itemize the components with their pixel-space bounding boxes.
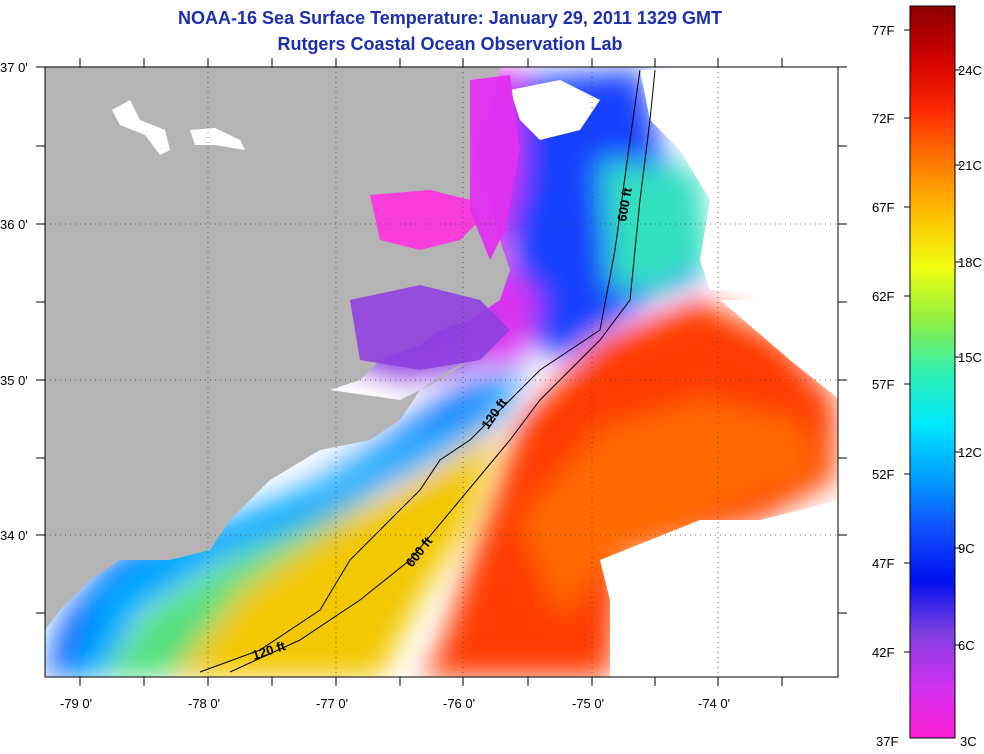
lon-label-74: -74 0': [698, 696, 730, 711]
map-frame: [44, 66, 839, 678]
cloud-mask: [510, 70, 838, 677]
blue-water-region: [45, 360, 530, 677]
contour-120ft: [199, 69, 641, 673]
lon-label-75: -75 0': [572, 696, 604, 711]
colorbar-f-label-72: 72F: [872, 111, 894, 126]
colorbar-c-label-21: 21C: [958, 158, 982, 173]
sound-albemarle: [370, 190, 480, 250]
colorbar-f-label-62: 62F: [872, 289, 894, 304]
orange-water-region: [520, 400, 820, 620]
colorbar-f-label-57: 57F: [872, 377, 894, 392]
lat-label-36: 36 0': [0, 217, 28, 232]
lat-label-34: 34 0': [0, 528, 28, 543]
sound-currituck: [470, 75, 520, 260]
cyan-shelf-region: [600, 160, 710, 290]
map-title: NOAA-16 Sea Surface Temperature: January…: [178, 8, 722, 28]
lon-label-77: -77 0': [316, 696, 348, 711]
cyan-water-region: [50, 360, 540, 677]
colorbar-c-label-9: 9C: [958, 541, 975, 556]
sst-layer: [45, 70, 838, 677]
sound-pamlico: [350, 285, 510, 370]
colorbar-c-label-3: 3C: [960, 734, 977, 749]
colorbar-c-label-24: 24C: [958, 63, 982, 78]
contour-label-600ft-north: 600 ft: [614, 186, 635, 223]
colorbar: [909, 5, 956, 739]
colorbar-f-label-42: 42F: [872, 645, 894, 660]
colorbar-f-label-67: 67F: [872, 200, 894, 215]
colorbar-f-label-37: 37F: [876, 734, 898, 749]
colorbar-f-label-77: 77F: [872, 23, 894, 38]
lon-label-79: -79 0': [60, 696, 92, 711]
colorbar-f-label-52: 52F: [872, 467, 894, 482]
colorbar-c-label-15: 15C: [958, 350, 982, 365]
graticule: [45, 67, 838, 677]
lat-label-37: 37 0': [0, 60, 28, 75]
yellow-water-region: [130, 420, 500, 677]
lon-label-78: -78 0': [188, 696, 220, 711]
colorbar-c-label-18: 18C: [958, 255, 982, 270]
colorbar-c-label-6: 6C: [958, 638, 975, 653]
colorbar-ticks: [904, 29, 961, 653]
colorbar-c-label-12: 12C: [958, 445, 982, 460]
map-subtitle: Rutgers Coastal Ocean Observation Lab: [277, 34, 623, 54]
lat-label-35: 35 0': [0, 373, 28, 388]
inland-lakes: [112, 100, 245, 155]
lon-label-76: -76 0': [443, 696, 475, 711]
axis-ticks: [36, 58, 847, 686]
colorbar-f-label-47: 47F: [872, 556, 894, 571]
contour-600ft: [229, 69, 656, 673]
